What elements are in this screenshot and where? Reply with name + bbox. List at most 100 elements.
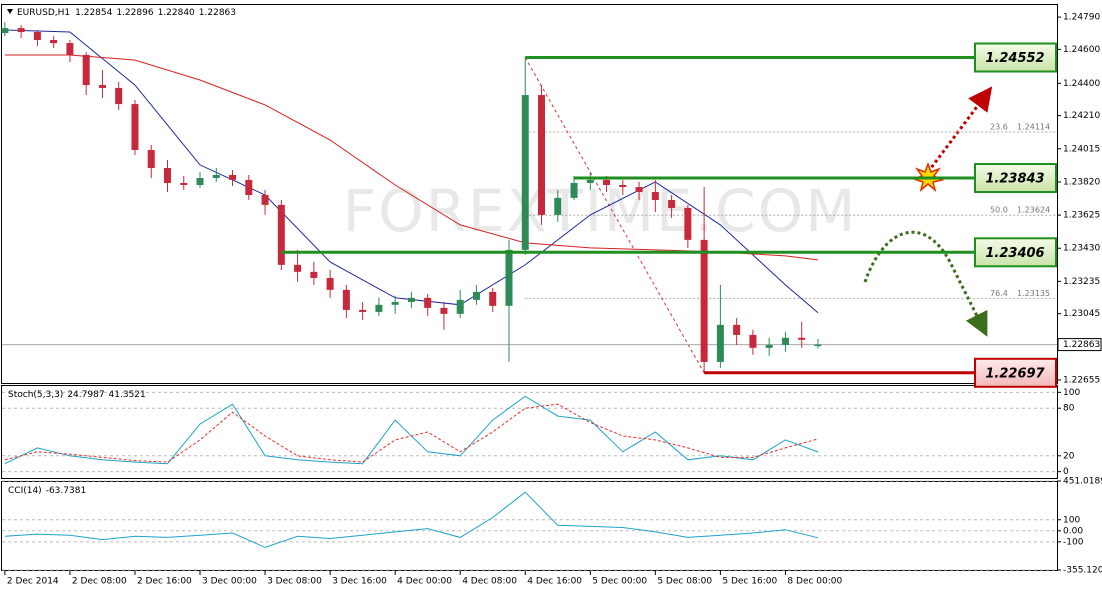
fib-price: 1.23135: [1017, 289, 1050, 298]
candle-body: [294, 264, 302, 272]
candle-body: [261, 195, 269, 205]
up-arrow: [926, 86, 993, 173]
cci-title: CCI(14): [8, 486, 42, 496]
candle-body: [440, 307, 448, 314]
y-tick-label: 1.23045: [1063, 309, 1100, 319]
candle-body: [212, 174, 220, 179]
candle-body: [684, 207, 692, 240]
symbol-header: EURUSD,H1 1.22854 1.22896 1.22840 1.22863: [17, 8, 236, 18]
candle-body: [700, 239, 708, 362]
x-tick-label: 5 Dec 16:00: [722, 577, 777, 587]
cci-value: -63.7381: [46, 486, 86, 496]
level-label: 1.24552: [985, 51, 1044, 66]
fib-price: 1.23624: [1017, 206, 1050, 215]
candle-body: [814, 344, 822, 347]
level-label: 1.23406: [985, 246, 1044, 261]
candle-body: [277, 204, 285, 265]
candle-body: [326, 277, 334, 290]
x-tick-label: 4 Dec 16:00: [527, 577, 582, 587]
candle-body: [603, 179, 611, 185]
y-tick-label: 451.0189: [1063, 477, 1102, 487]
candle-body: [407, 297, 415, 302]
series-line: [4, 491, 819, 548]
candle-body: [98, 85, 106, 88]
candle-body: [635, 187, 643, 192]
watermark: FOREXTIME.COM: [343, 177, 858, 245]
candle-body: [749, 334, 757, 348]
stoch-header: Stoch(5,3,3) 24.7987 41.3521: [8, 390, 146, 400]
y-tick-label: 1.22655: [1063, 375, 1100, 385]
main-panel: [1, 4, 1058, 384]
candle-body: [1, 28, 9, 34]
candle-body: [472, 291, 480, 300]
level-box: [974, 357, 1057, 388]
x-tick-label: 2 Dec 16:00: [137, 577, 192, 587]
x-tick-label: 5 Dec 08:00: [657, 577, 712, 587]
candle-body: [554, 197, 562, 215]
candle-body: [798, 337, 806, 340]
y-tick-label: 0.00: [1063, 526, 1083, 536]
candle-body: [50, 40, 58, 44]
y-tick-label: 100: [1063, 515, 1080, 525]
candle-body: [651, 191, 659, 200]
candle-body: [310, 271, 318, 278]
stoch-panel: [1, 385, 1058, 479]
cci-header: CCI(14) -63.7381: [8, 486, 86, 496]
candle-body: [131, 104, 139, 150]
y-tick-label: 1.24210: [1063, 111, 1100, 121]
y-tick-label: 1.23235: [1063, 277, 1100, 287]
candle-body: [668, 199, 676, 208]
y-tick-label: 1.24790: [1063, 13, 1100, 23]
y-tick-label: 1.24400: [1063, 79, 1100, 89]
candle-body: [781, 337, 789, 345]
level-box: [974, 237, 1057, 268]
header-low: 1.22840: [158, 8, 195, 18]
level-box: [974, 163, 1057, 194]
x-tick-label: 3 Dec 16:00: [332, 577, 387, 587]
x-tick-label: 3 Dec 08:00: [267, 577, 322, 587]
stoch-main-value: 24.7987: [67, 390, 104, 400]
fib-ratio: 23.6: [990, 122, 1008, 131]
y-tick-label: 100: [1063, 388, 1080, 398]
header-open: 1.22854: [75, 8, 112, 18]
candle-body: [17, 28, 25, 33]
candle-body: [716, 324, 724, 362]
candle-body: [521, 95, 529, 250]
level-box: [974, 42, 1057, 73]
x-tick-label: 5 Dec 00:00: [592, 577, 647, 587]
y-tick-label: 0: [1063, 467, 1069, 477]
series-line: [4, 403, 819, 463]
x-tick-label: 4 Dec 00:00: [397, 577, 452, 587]
candle-body: [33, 32, 41, 41]
y-tick-label: 1.24600: [1063, 45, 1100, 55]
candle-body: [570, 182, 578, 198]
candle-body: [180, 182, 188, 185]
fib-price: 1.24114: [1017, 122, 1050, 131]
x-tick-label: 4 Dec 08:00: [462, 577, 517, 587]
y-tick-label: 80: [1063, 404, 1075, 414]
x-tick-label: 2 Dec 2014: [7, 577, 59, 587]
curved-arrow: [863, 230, 988, 337]
candle-body: [82, 54, 90, 86]
symbol: EURUSD,H1: [17, 8, 70, 18]
current-price-box: [1057, 338, 1102, 352]
stoch-signal-value: 41.3521: [109, 390, 146, 400]
candle-body: [229, 174, 237, 180]
candle-body: [196, 178, 204, 185]
y-tick-label: -355.1202: [1063, 566, 1102, 576]
y-tick-label: 1.23820: [1063, 177, 1100, 187]
candle-body: [359, 309, 367, 312]
candle-body: [456, 299, 464, 314]
candle-body: [765, 344, 773, 348]
candle-body: [538, 95, 546, 215]
candle-body: [733, 324, 741, 335]
menu-triangle: [7, 9, 13, 14]
fib-ratio: 76.4: [990, 289, 1008, 298]
candle-body: [245, 179, 253, 196]
candle-body: [424, 297, 432, 308]
candle-body: [147, 149, 155, 168]
candle-body: [505, 249, 513, 306]
